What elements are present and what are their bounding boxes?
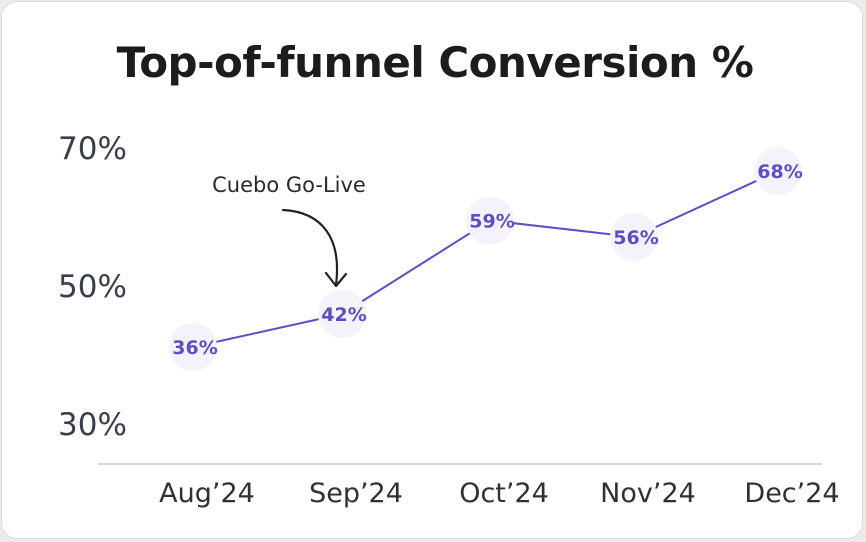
data-label: 68% — [757, 161, 802, 183]
data-point — [610, 213, 658, 261]
annotation-arrowhead — [324, 271, 348, 288]
y-axis-ticks: 30% 50% 70% — [58, 131, 127, 443]
x-tick-label: Sep’24 — [309, 478, 403, 509]
chart-title: Top-of-funnel Conversion % — [116, 38, 754, 87]
data-point — [754, 147, 802, 195]
data-label: 56% — [613, 227, 658, 249]
x-axis-ticks: Aug’24 Sep’24 Oct’24 Nov’24 Dec’24 — [159, 478, 839, 509]
y-tick-label: 70% — [58, 131, 127, 167]
y-tick-label: 50% — [58, 269, 127, 305]
data-label: 36% — [172, 337, 217, 359]
y-tick-label: 30% — [58, 407, 127, 443]
data-label: 42% — [321, 304, 366, 326]
data-labels: 36% 42% 59% 56% 68% — [172, 161, 802, 359]
x-tick-label: Oct’24 — [459, 478, 549, 509]
x-tick-label: Dec’24 — [744, 478, 839, 509]
data-label: 59% — [469, 211, 514, 233]
data-point — [318, 290, 366, 338]
x-tick-label: Nov’24 — [600, 478, 696, 509]
x-tick-label: Aug’24 — [159, 478, 255, 509]
annotation-arrow — [281, 208, 339, 287]
data-markers — [169, 147, 802, 371]
data-point — [466, 196, 514, 245]
data-point — [169, 323, 217, 371]
annotation-text: Cuebo Go-Live — [212, 173, 366, 197]
annotation: Cuebo Go-Live — [212, 173, 366, 288]
